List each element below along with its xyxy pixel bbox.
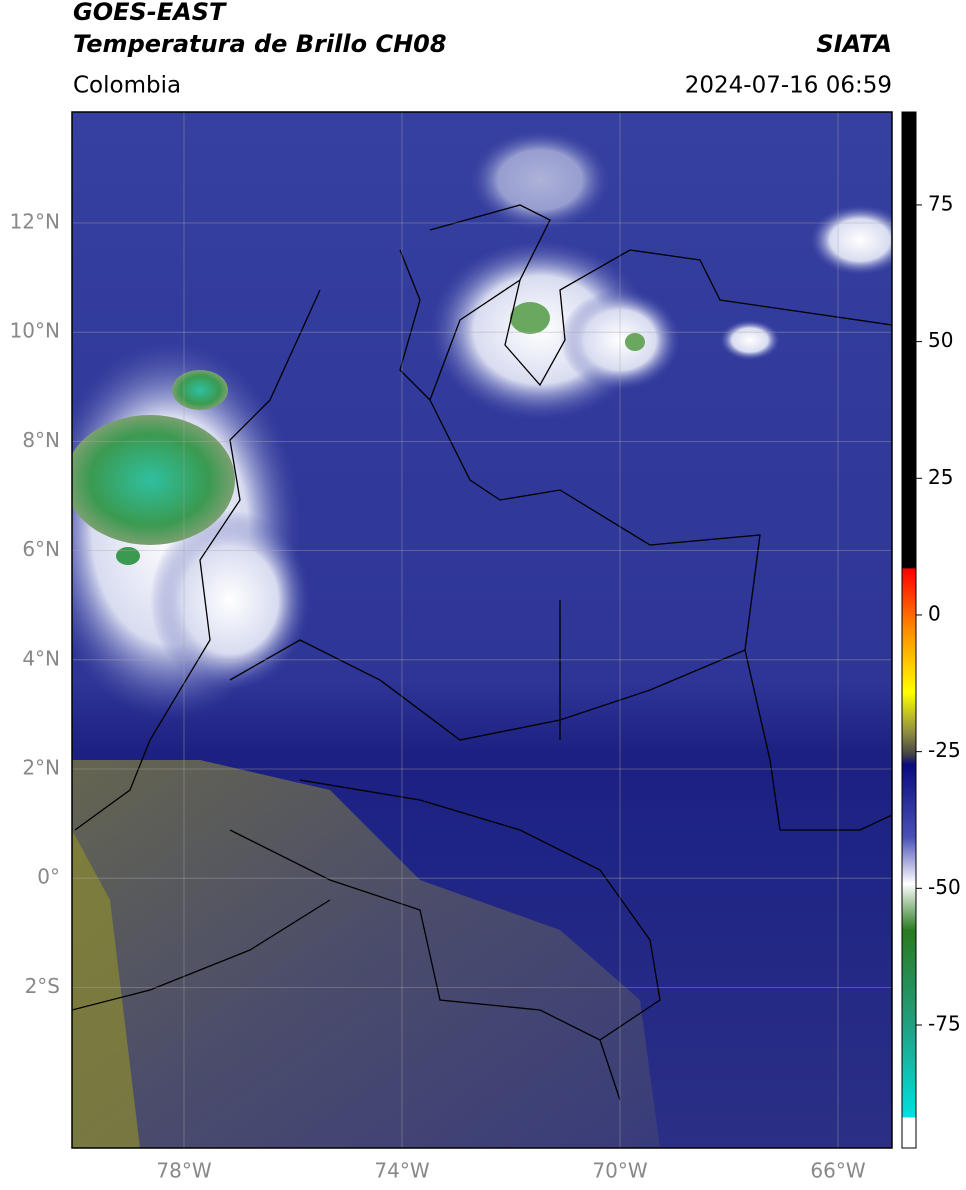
source: SIATA <box>816 30 892 58</box>
lat-label: 0° <box>37 865 60 889</box>
datetime: 2024-07-16 06:59 <box>685 73 892 99</box>
satellite-image <box>72 112 892 1148</box>
lat-label: 8°N <box>22 428 60 452</box>
colorbar-tick-label: 75 <box>928 191 953 215</box>
lon-label: 78°W <box>156 1159 211 1183</box>
lat-label: 10°N <box>10 319 60 343</box>
colorbar-tick-label: -50 <box>928 875 961 899</box>
map-frame <box>71 111 893 1149</box>
lat-label: 2°N <box>22 756 60 780</box>
colorbar-tick-label: 25 <box>928 465 953 489</box>
product: Temperatura de Brillo CH08 <box>73 30 447 58</box>
colorbar-tick-label: -25 <box>928 738 961 762</box>
colorbar-tick-label: 50 <box>928 328 953 352</box>
region: Colombia <box>73 73 181 99</box>
lat-label: 2°S <box>25 974 60 998</box>
lat-label: 6°N <box>22 537 60 561</box>
lat-label: 4°N <box>22 646 60 670</box>
lon-label: 70°W <box>592 1159 647 1183</box>
colorbar-tick-label: -75 <box>928 1011 961 1035</box>
colorbar <box>901 111 917 1149</box>
lon-label: 74°W <box>374 1159 429 1183</box>
colorbar-tick-label: 0 <box>928 601 941 625</box>
lat-label: 12°N <box>10 210 60 234</box>
satellite: GOES-EAST <box>73 0 227 26</box>
graticule <box>72 112 892 1148</box>
lon-label: 66°W <box>810 1159 865 1183</box>
